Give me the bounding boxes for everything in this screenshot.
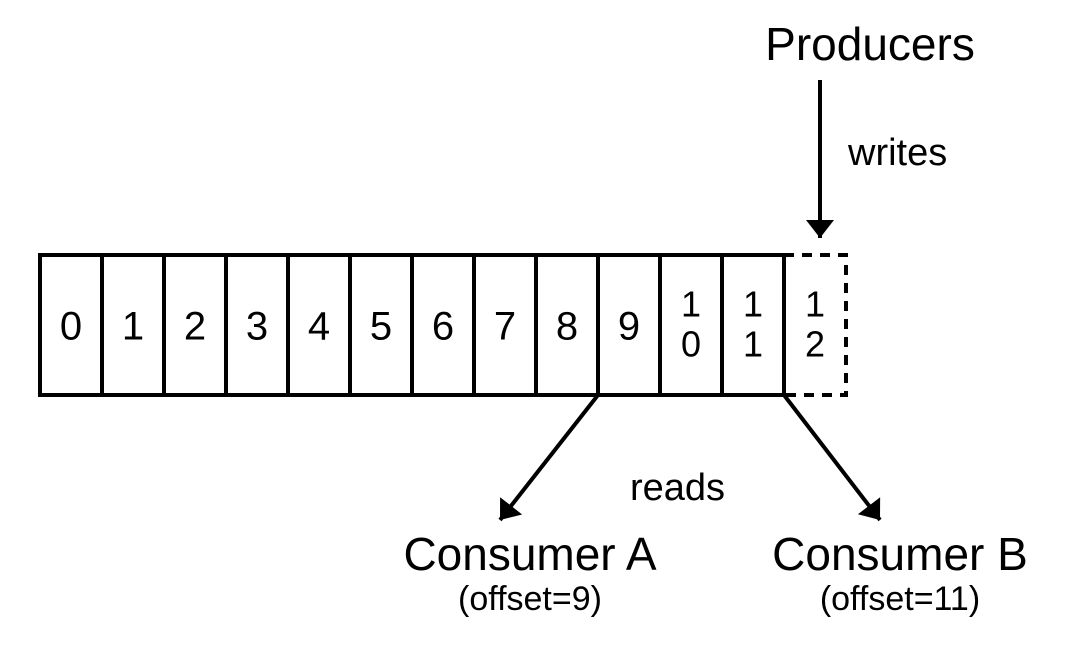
log-strip: 0123456789101112 [40,255,846,395]
log-cell-label-10-top: 1 [681,284,701,325]
log-cell-label-6: 6 [432,305,454,349]
producers-arrow-head [806,220,834,238]
writes-label: writes [847,132,947,174]
consumer-arrow-1 [784,395,880,520]
consumer-arrow-1-head [858,497,880,520]
log-cell-label-4: 4 [308,305,330,349]
reads-label: reads [630,467,725,509]
log-cell-label-11-bot: 1 [743,324,763,365]
consumer-offset-1: (offset=11) [820,580,980,618]
log-cell-label-12-top: 1 [805,284,825,325]
producers-label: Producers [765,18,975,70]
log-cell-label-10-bot: 0 [681,324,701,365]
consumer-arrow-0 [500,395,598,520]
log-cell-label-8: 8 [556,305,578,349]
consumer-label-1: Consumer B [772,528,1028,580]
log-cell-label-2: 2 [184,305,206,349]
log-cell-label-5: 5 [370,305,392,349]
log-cell-label-1: 1 [122,305,144,349]
diagram-canvas: 0123456789101112ProducerswritesreadsCons… [0,0,1080,658]
log-cell-label-0: 0 [60,305,82,349]
log-cell-label-12-bot: 2 [805,324,825,365]
consumer-label-0: Consumer A [403,528,656,580]
log-cell-label-7: 7 [494,305,516,349]
consumer-offset-0: (offset=9) [458,580,602,618]
consumer-arrow-0-head [500,497,522,520]
log-cell-label-9: 9 [618,305,640,349]
log-cell-label-3: 3 [246,305,268,349]
log-cell-label-11-top: 1 [743,284,763,325]
